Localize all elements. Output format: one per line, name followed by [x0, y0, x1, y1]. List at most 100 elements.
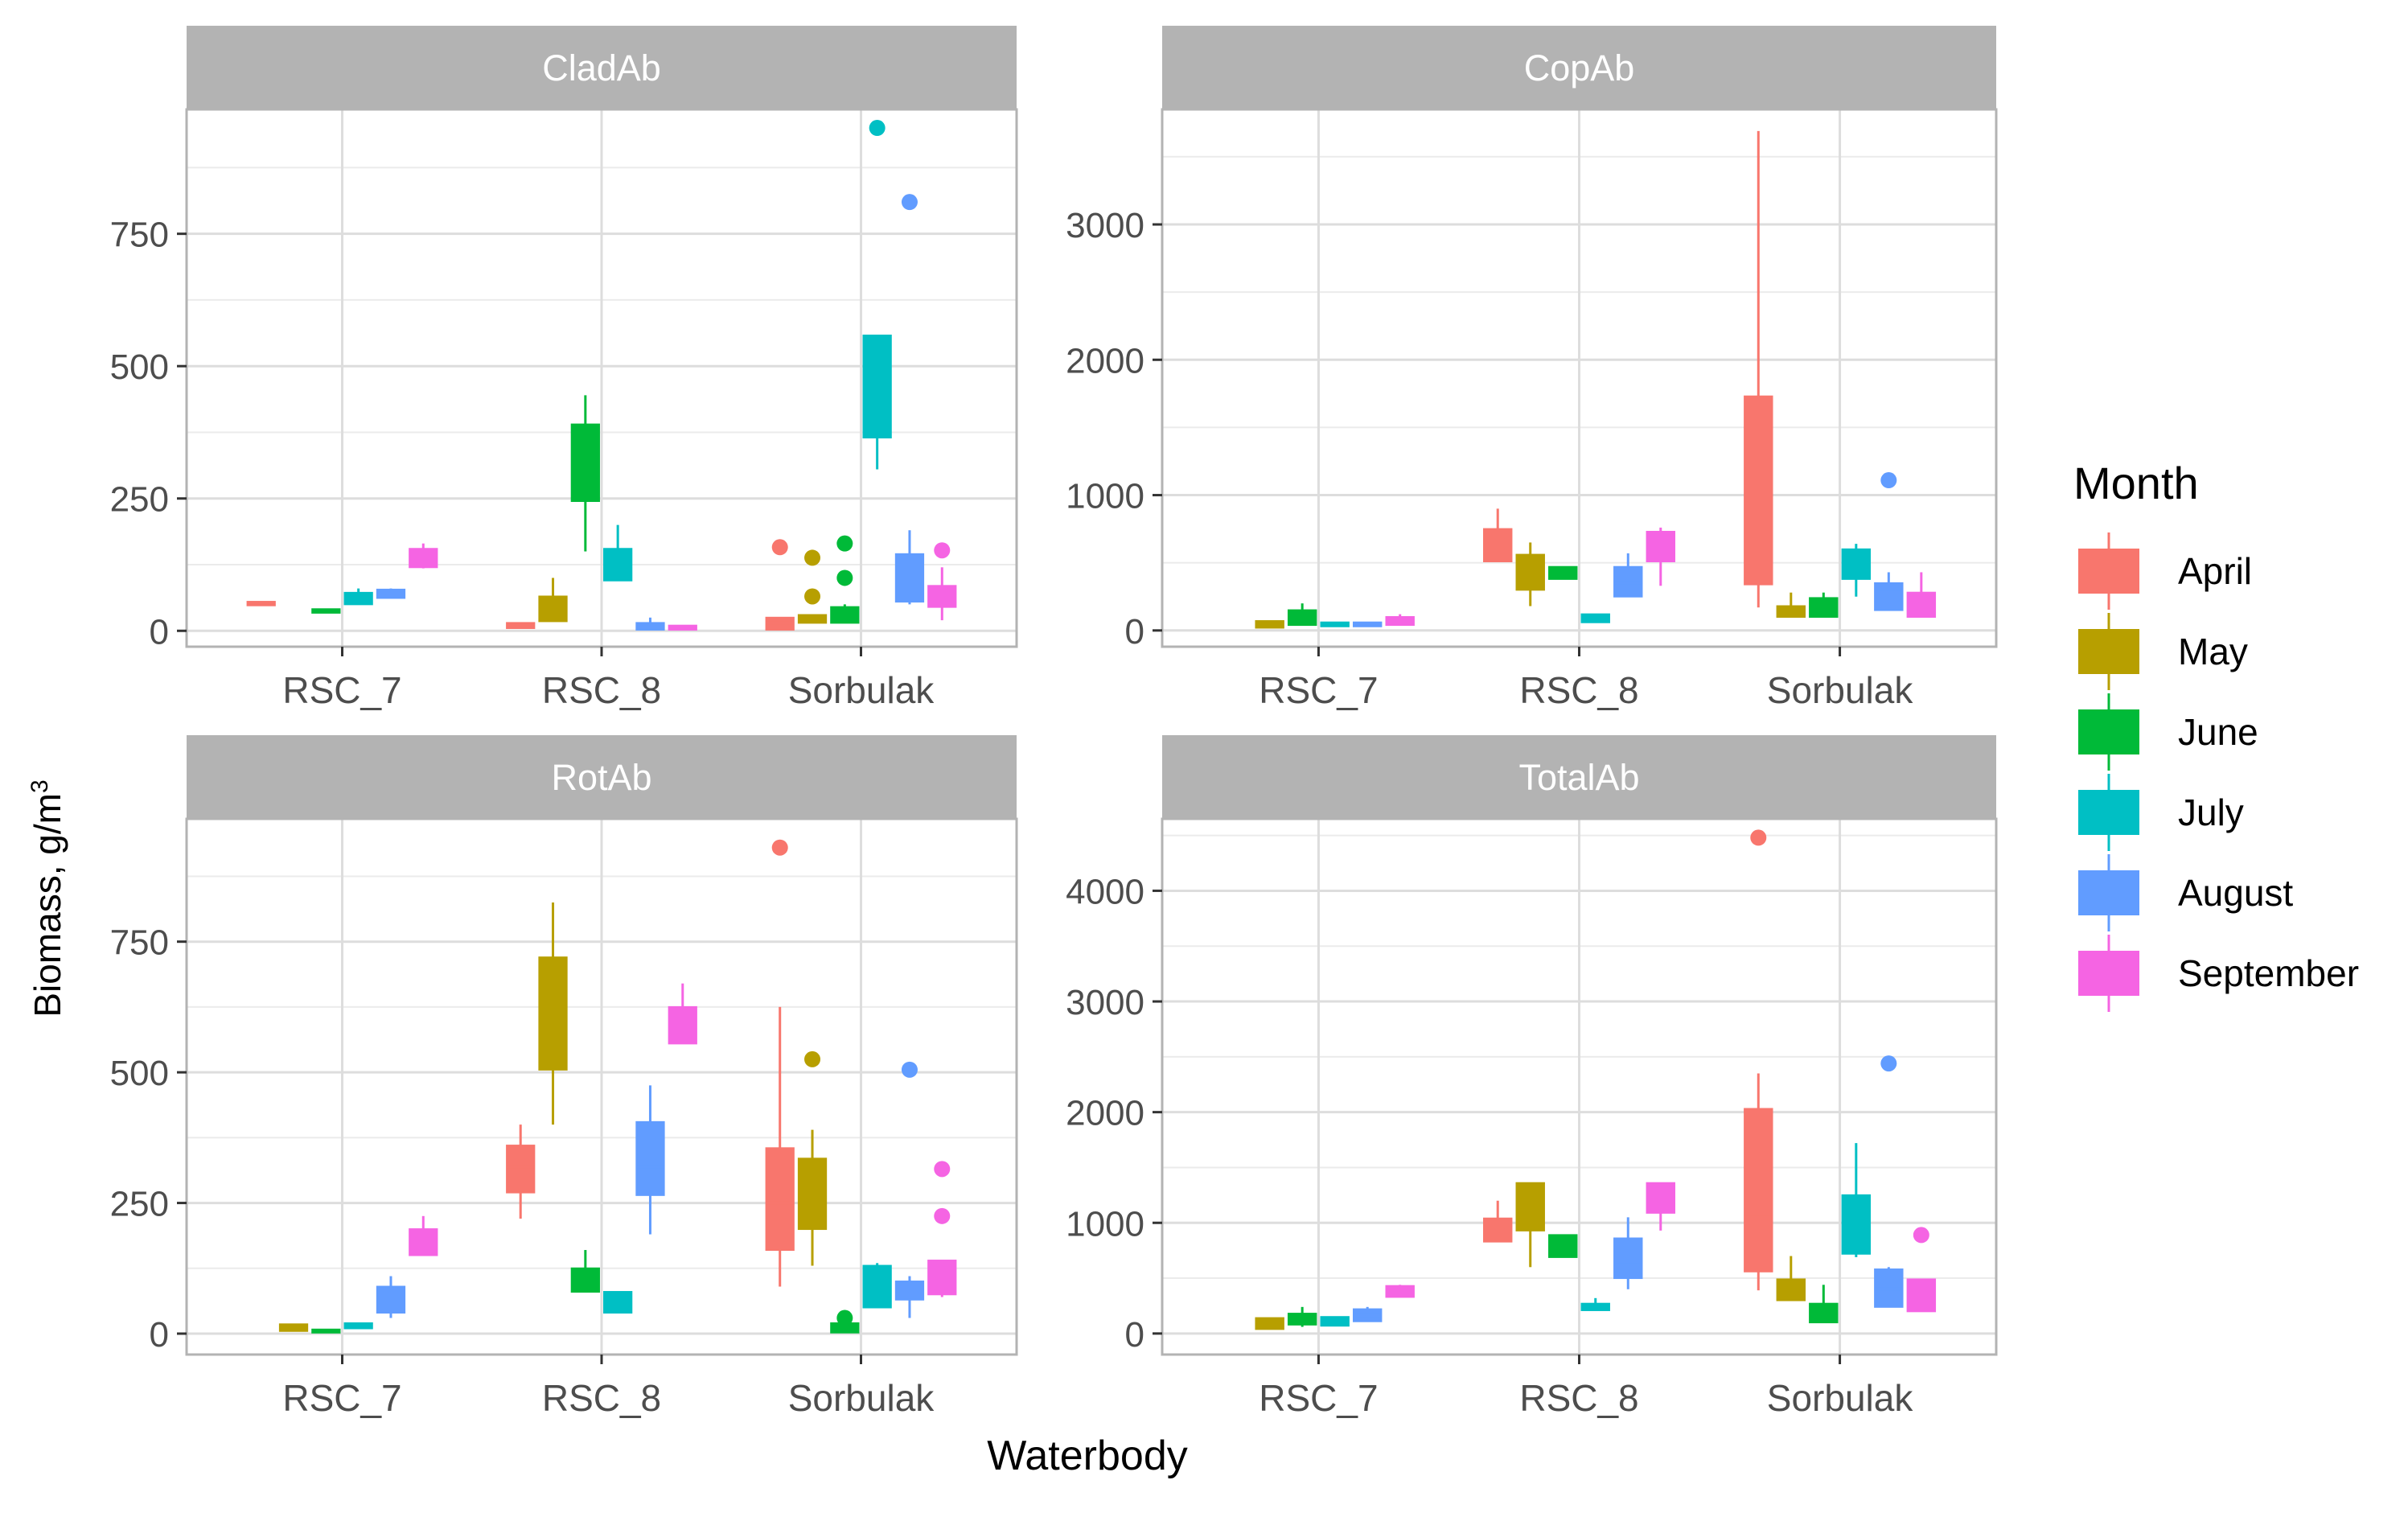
panel-TotalAb: TotalAb 0 1000 2000 3000 4000 RSC_7 RSC_8 Sorbul… [1066, 735, 1998, 1419]
x-tick-label: Sorbulak [1767, 669, 1914, 711]
legend-title: Month [2073, 458, 2199, 508]
x-tick-label: RSC_7 [282, 1377, 401, 1419]
outlier-point [1750, 829, 1767, 846]
box-RSC_7-September [409, 543, 438, 569]
outlier-point [771, 539, 788, 556]
box-RSC_8-April [1483, 1200, 1513, 1243]
y-tick-label: 250 [110, 480, 169, 520]
panel-CladAb: CladAb 0 250 500 750 RSC_7 RSC_8 Sorbulak [110, 26, 1018, 711]
box-RSC_8-June [570, 395, 600, 552]
y-tick-label: 0 [150, 1315, 169, 1355]
strip-label: RotAb [551, 757, 651, 798]
box-body [409, 1228, 438, 1256]
outlier-point [1880, 1055, 1897, 1072]
legend-item-August: August [2078, 854, 2293, 931]
outlier-point [804, 588, 821, 605]
box-body [1744, 395, 1773, 586]
box-body [1906, 1278, 1937, 1313]
x-tick-label: RSC_8 [1519, 1377, 1638, 1419]
box-Sorbulak-August [894, 1061, 925, 1318]
legend-label: April [2178, 550, 2252, 592]
box-Sorbulak-May [797, 549, 828, 624]
box-RSC_7-May [1255, 620, 1284, 629]
box-RSC_8-June [570, 1250, 600, 1293]
box-RSC_8-April [506, 622, 536, 629]
y-tick-label: 750 [110, 216, 169, 255]
strip-label: CopAb [1524, 47, 1635, 88]
box-RSC_7-July [1320, 1316, 1350, 1327]
x-tick-label: RSC_8 [542, 669, 661, 711]
box-RSC_8-April [1483, 508, 1513, 562]
box-body [1841, 1194, 1872, 1255]
strip-background [187, 26, 1017, 109]
y-tick-label: 4000 [1066, 872, 1144, 911]
box-body [1483, 1217, 1513, 1243]
box-RSC_7-June [311, 1328, 341, 1334]
x-tick-label: Sorbulak [788, 1377, 935, 1419]
box-Sorbulak-April [1744, 829, 1773, 1291]
box-RSC_8-May [538, 578, 568, 623]
y-tick-label: 0 [1125, 612, 1144, 652]
strip-background [1162, 26, 1996, 109]
legend-label: June [2178, 711, 2258, 753]
box-body [376, 1285, 406, 1314]
box-Sorbulak-June [1809, 1285, 1839, 1324]
box-RSC_8-September [1646, 1182, 1675, 1231]
box-Sorbulak-July [862, 120, 892, 470]
box-body [765, 1147, 795, 1252]
box-body [927, 585, 957, 608]
box-RSC_7-May [278, 1323, 309, 1332]
outlier-point [901, 1061, 918, 1078]
box-RSC_8-August [635, 617, 665, 631]
box-body [1385, 1285, 1415, 1298]
x-tick-label: RSC_7 [1259, 1377, 1378, 1419]
y-tick-label: 1000 [1066, 1204, 1144, 1244]
box-Sorbulak-July [1841, 1143, 1872, 1257]
box-body [862, 335, 892, 439]
box-Sorbulak-June [830, 1309, 860, 1334]
box-body [409, 548, 438, 569]
box-Sorbulak-May [1776, 1256, 1806, 1301]
box-body [506, 1145, 536, 1194]
box-RSC_7-April [246, 601, 276, 606]
box-body [797, 1157, 828, 1231]
y-tick-label: 0 [1125, 1315, 1144, 1355]
box-Sorbulak-September [927, 1161, 957, 1297]
box-RSC_7-August [1352, 1306, 1383, 1322]
box-Sorbulak-September [927, 542, 957, 621]
legend-item-April: April [2078, 532, 2252, 610]
box-body [1744, 1108, 1773, 1272]
legend-label: May [2178, 631, 2248, 672]
box-body [538, 956, 568, 1071]
box-RSC_7-September [409, 1215, 438, 1256]
y-tick-label: 500 [110, 347, 169, 387]
box-Sorbulak-May [797, 1050, 828, 1266]
box-Sorbulak-May [1776, 592, 1806, 618]
strip-background [1162, 735, 1996, 819]
y-tick-label: 0 [150, 612, 169, 652]
outlier-point [1880, 472, 1897, 489]
y-tick-label: 2000 [1066, 1094, 1144, 1133]
outlier-point [934, 542, 951, 559]
y-tick-label: 750 [110, 923, 169, 963]
outlier-point [836, 569, 853, 586]
y-tick-label: 250 [110, 1185, 169, 1224]
box-Sorbulak-July [862, 1263, 892, 1309]
x-tick-label: RSC_8 [1519, 669, 1638, 711]
legend-item-June: June [2078, 693, 2258, 771]
box-RSC_8-May [538, 902, 568, 1125]
box-body [927, 1260, 957, 1296]
x-tick-label: Sorbulak [788, 669, 935, 711]
y-tick-label: 500 [110, 1054, 169, 1093]
box-RSC_8-July [1580, 1297, 1610, 1311]
outlier-point [869, 120, 886, 137]
box-RSC_8-August [635, 1085, 665, 1235]
legend-item-September: September [2078, 935, 2359, 1012]
box-body [570, 1267, 600, 1293]
box-RSC_8-May [1515, 1182, 1545, 1268]
strip-background [187, 735, 1017, 819]
x-tick-label: Sorbulak [1767, 1377, 1914, 1419]
x-tick-label: RSC_8 [542, 1377, 661, 1419]
box-RSC_7-August [376, 588, 406, 599]
